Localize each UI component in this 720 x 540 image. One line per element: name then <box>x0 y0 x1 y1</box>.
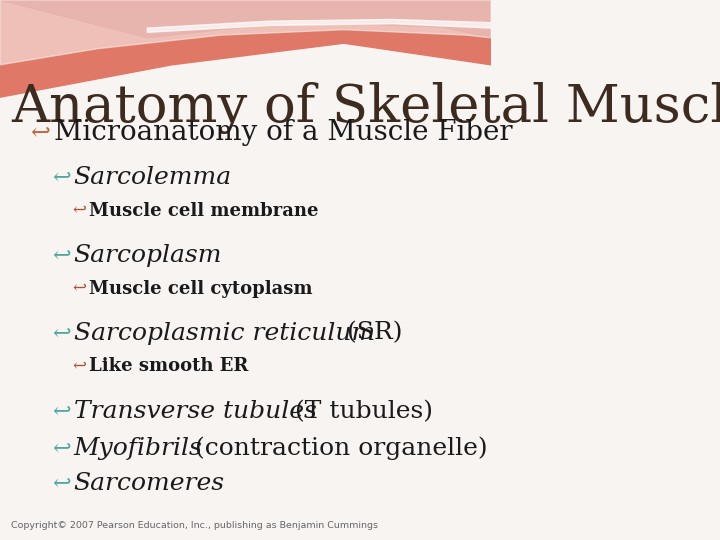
Text: (T tubules): (T tubules) <box>287 400 433 423</box>
Text: Muscle cell membrane: Muscle cell membrane <box>89 201 319 220</box>
Text: ↩: ↩ <box>30 121 50 144</box>
Text: Anatomy of Skeletal Muscles: Anatomy of Skeletal Muscles <box>11 82 720 134</box>
Polygon shape <box>0 0 491 97</box>
Text: Like smooth ER: Like smooth ER <box>89 357 248 375</box>
Polygon shape <box>0 0 491 65</box>
Text: ↩: ↩ <box>52 166 71 188</box>
Text: Sarcolemma: Sarcolemma <box>73 166 232 188</box>
Text: Sarcomeres: Sarcomeres <box>73 472 225 495</box>
Text: ↩: ↩ <box>52 437 71 459</box>
Text: Microanatomy of a Muscle Fiber: Microanatomy of a Muscle Fiber <box>54 119 513 146</box>
Polygon shape <box>148 19 491 32</box>
Text: ↩: ↩ <box>73 202 86 219</box>
Text: Sarcoplasm: Sarcoplasm <box>73 244 222 267</box>
Text: ↩: ↩ <box>73 357 86 375</box>
Text: Transverse tubules: Transverse tubules <box>73 400 317 423</box>
Text: ↩: ↩ <box>52 245 71 266</box>
Text: ↩: ↩ <box>52 401 71 422</box>
Text: (contraction organelle): (contraction organelle) <box>187 436 487 460</box>
Text: (SR): (SR) <box>339 322 402 345</box>
Text: ↩: ↩ <box>73 280 86 298</box>
Text: ↩: ↩ <box>52 472 71 494</box>
Text: Myofibrils: Myofibrils <box>73 437 202 460</box>
Text: Sarcoplasmic reticulum: Sarcoplasmic reticulum <box>73 322 375 345</box>
Text: Muscle cell cytoplasm: Muscle cell cytoplasm <box>89 280 313 298</box>
Polygon shape <box>0 0 491 38</box>
Text: ↩: ↩ <box>52 322 71 344</box>
Text: Copyright© 2007 Pearson Education, Inc., publishing as Benjamin Cummings: Copyright© 2007 Pearson Education, Inc.,… <box>11 521 378 530</box>
